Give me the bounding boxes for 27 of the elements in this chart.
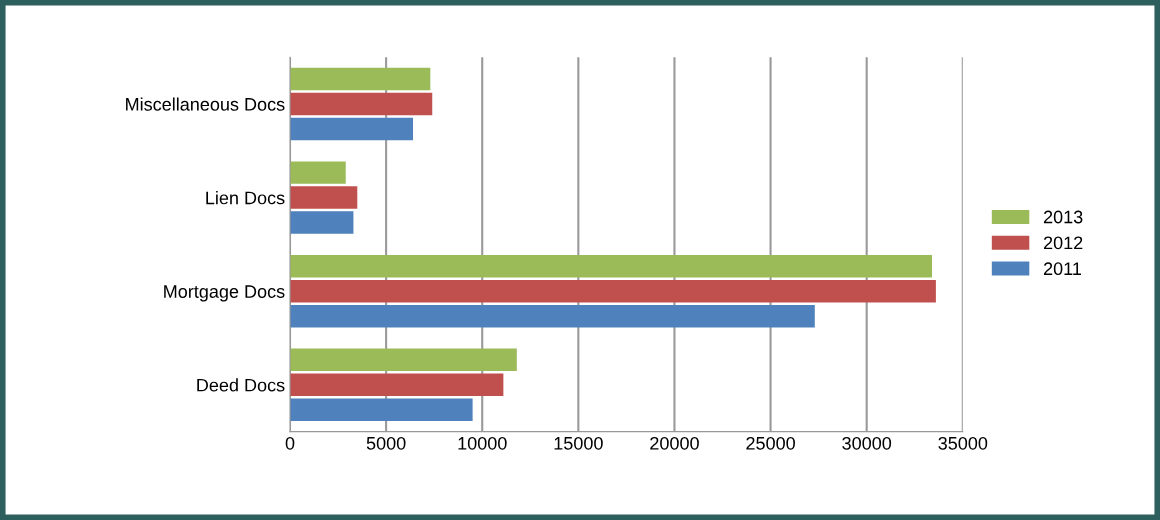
- x-tick-label: 35000: [938, 436, 988, 450]
- bar: [290, 117, 414, 141]
- x-tick-label: 10000: [458, 436, 507, 450]
- bar: [290, 304, 815, 328]
- x-tick-label: 25000: [746, 436, 795, 450]
- bar: [290, 211, 354, 234]
- x-tick-label: 5000: [366, 436, 406, 450]
- bar: [290, 348, 517, 372]
- legend-label: 2012: [1043, 236, 1083, 250]
- bar: [290, 279, 936, 303]
- bar: [290, 398, 473, 421]
- bar: [290, 373, 504, 397]
- bar: [290, 255, 933, 278]
- bar: [290, 161, 346, 184]
- y-tick-label: Miscellaneous Docs: [126, 97, 285, 111]
- y-tick-label: Mortgage Docs: [164, 285, 285, 302]
- x-tick-label: 30000: [842, 436, 892, 450]
- legend-label: 2013: [1043, 210, 1083, 224]
- bar: [290, 186, 358, 209]
- legend-label: 2011: [1043, 262, 1082, 276]
- x-tick-label: 15000: [554, 436, 603, 450]
- y-tick-label: Lien Docs: [206, 191, 285, 205]
- y-tick-label: Deed Docs: [197, 378, 285, 392]
- x-tick-label: 20000: [650, 436, 699, 450]
- x-tick-label: 0: [285, 436, 295, 450]
- bar: [290, 67, 431, 91]
- bar: [290, 92, 433, 116]
